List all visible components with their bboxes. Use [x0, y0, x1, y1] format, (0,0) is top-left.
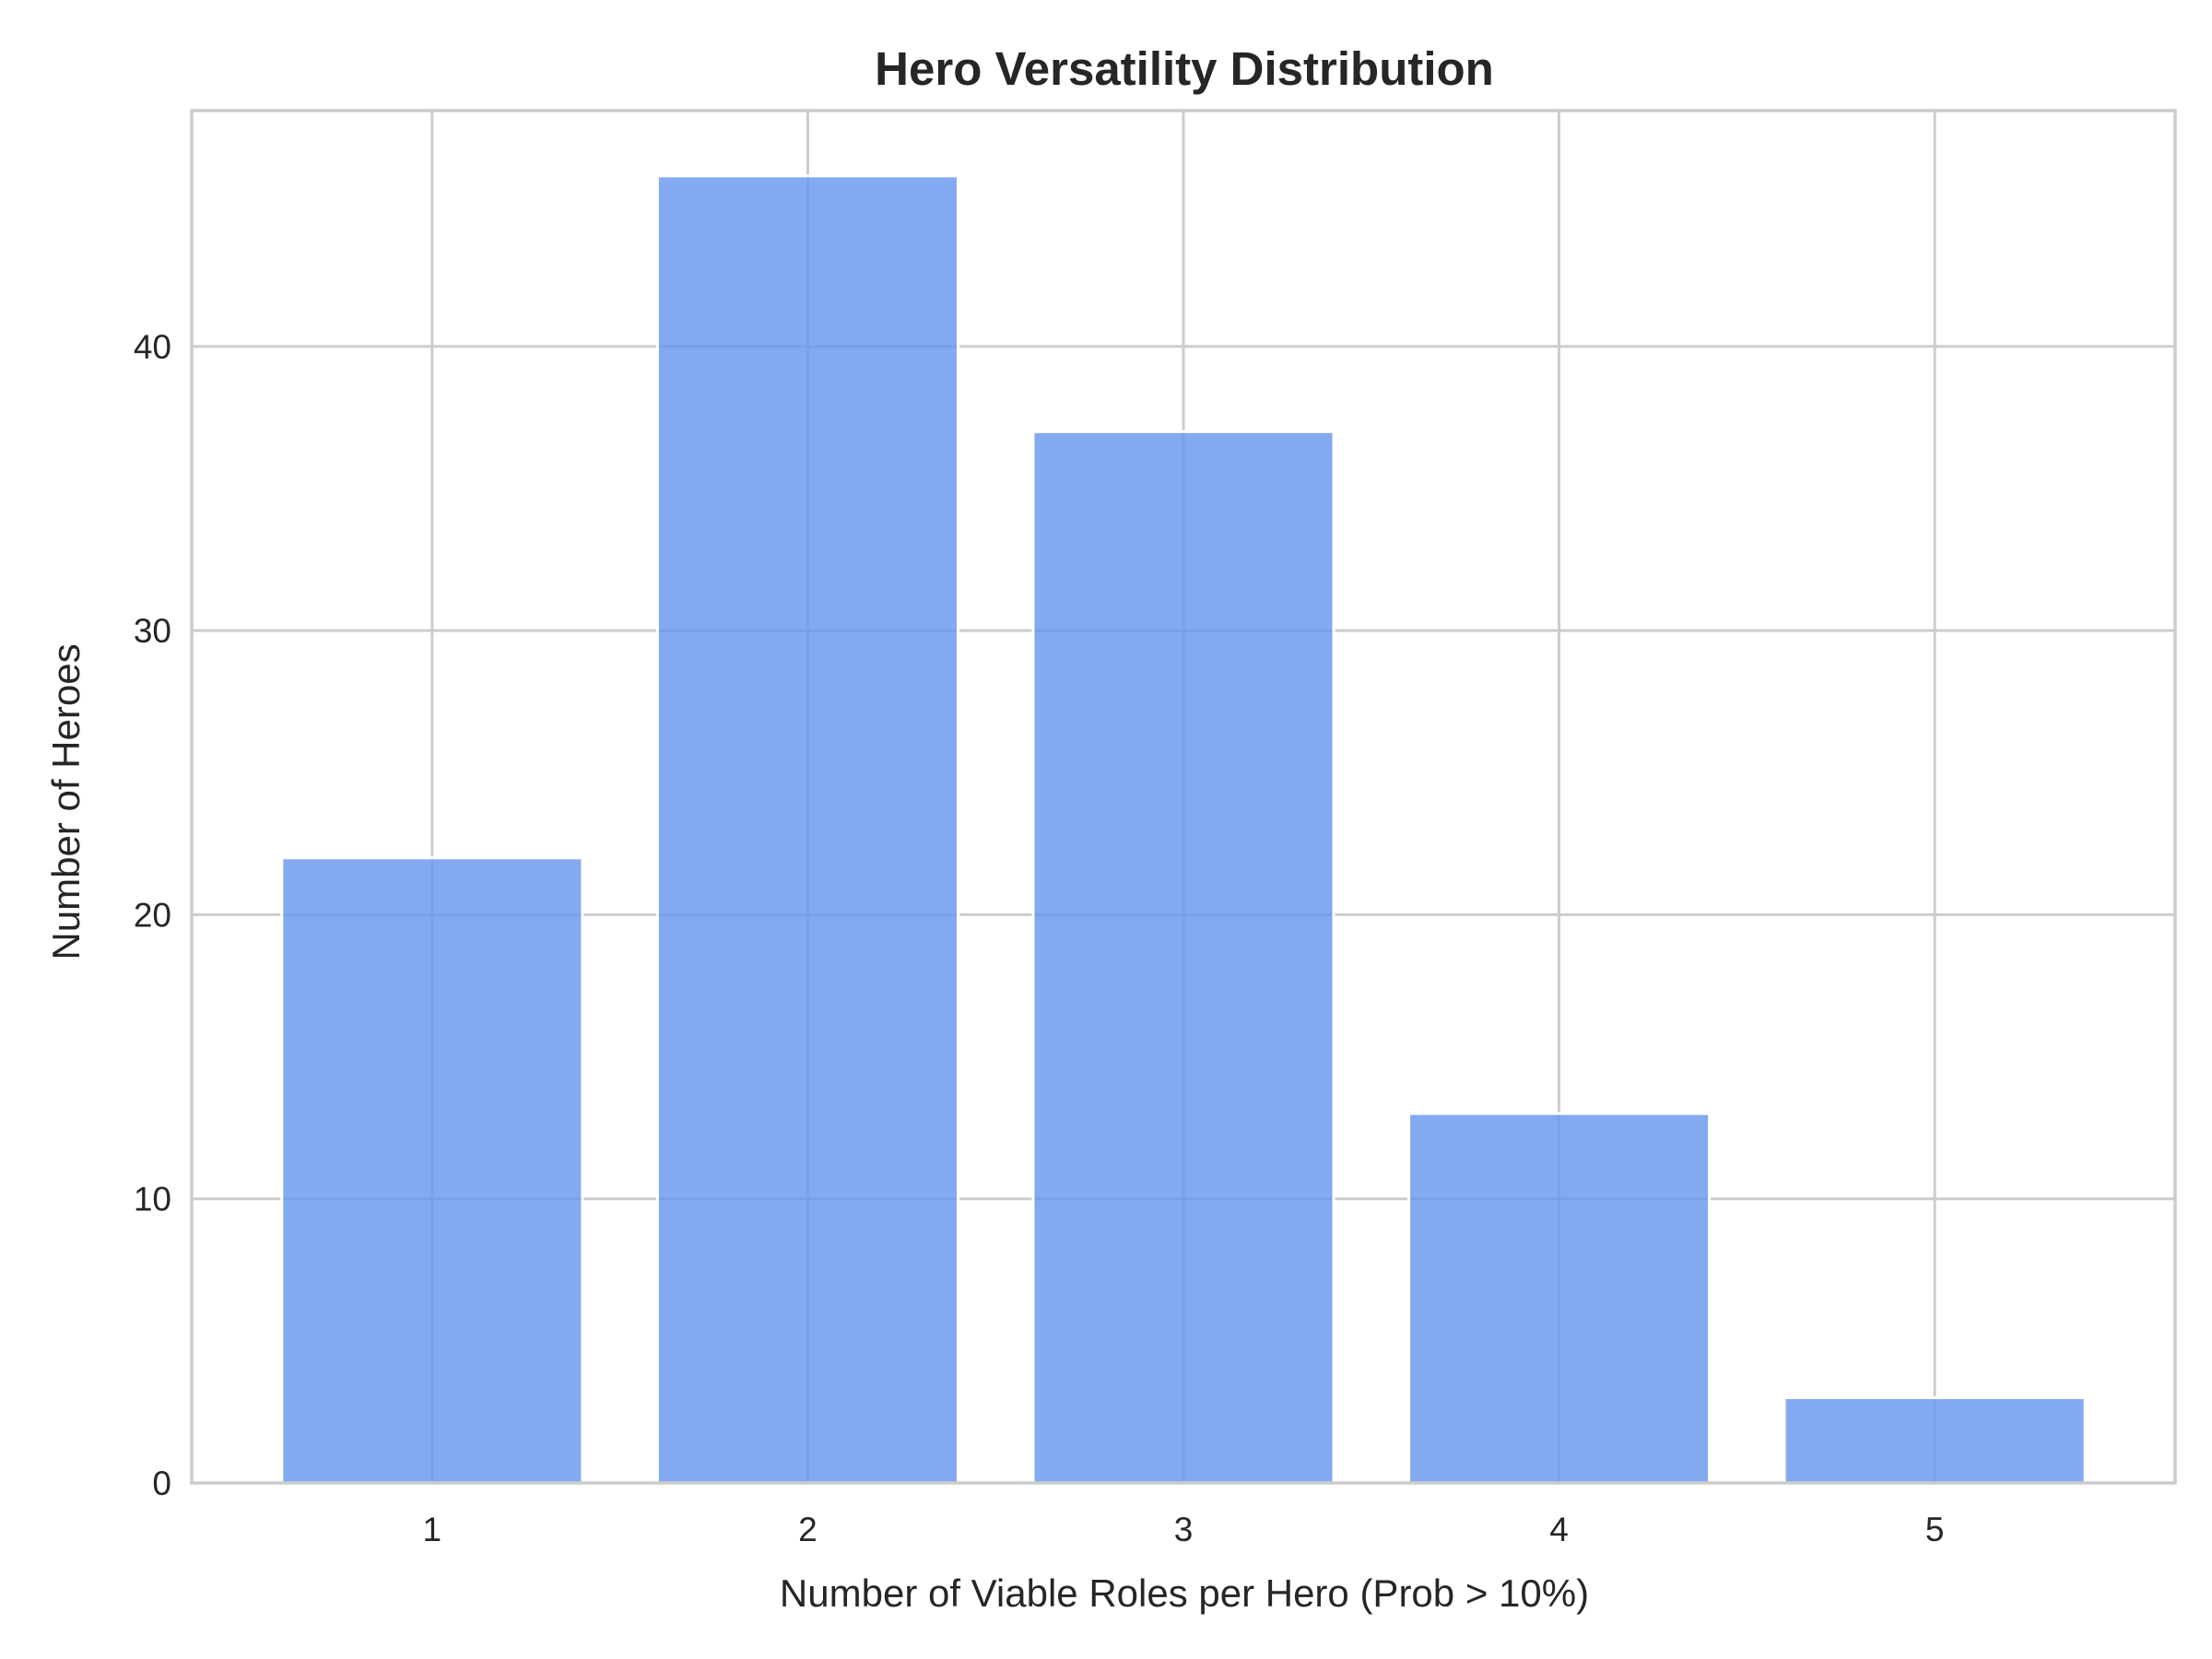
x-axis-label: Number of Viable Roles per Hero (Prob > … — [780, 1571, 1589, 1615]
y-tick-label: 10 — [134, 1181, 171, 1218]
bar-5 — [1783, 1396, 2087, 1485]
plot-frame — [190, 109, 2177, 1485]
x-tick-label: 2 — [798, 1511, 818, 1548]
y-tick-label: 20 — [134, 896, 171, 934]
bar-4 — [1407, 1112, 1712, 1485]
y-tick-label: 0 — [152, 1465, 171, 1502]
y-axis-label: Number of Heroes — [44, 643, 88, 959]
bar-1 — [280, 856, 584, 1485]
bar-3 — [1031, 429, 1335, 1485]
x-tick-label: 4 — [1549, 1511, 1569, 1548]
y-tick-label: 40 — [134, 328, 171, 366]
tick-labels: 0 10 20 30 40 1 2 3 4 5 — [134, 328, 1945, 1548]
y-tick-label: 30 — [134, 612, 171, 650]
x-tick-label: 3 — [1174, 1511, 1194, 1548]
bar-2 — [655, 174, 959, 1485]
x-tick-label: 5 — [1925, 1511, 1945, 1548]
chart-title: Hero Versatility Distribution — [875, 42, 1494, 95]
x-tick-label: 1 — [423, 1511, 442, 1548]
bars — [280, 174, 2087, 1485]
